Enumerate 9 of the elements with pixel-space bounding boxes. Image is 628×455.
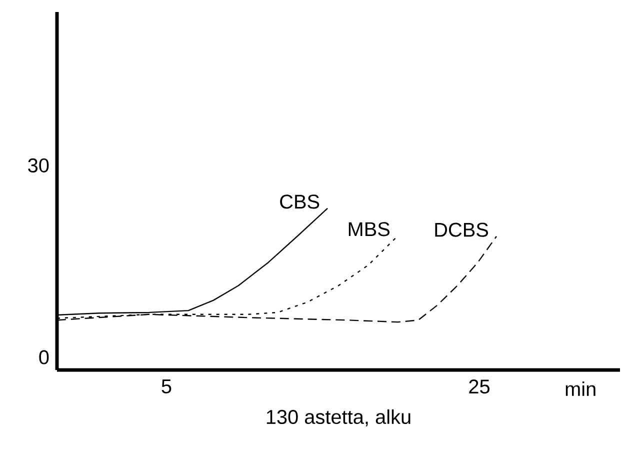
text: 130 astetta, alku bbox=[266, 409, 410, 426]
series-label: DCBS bbox=[435, 222, 488, 237]
series-label: MBS bbox=[348, 222, 390, 236]
y-tick-label: 30 bbox=[28, 158, 49, 172]
series-label: CBS bbox=[280, 194, 320, 209]
y-tick-label: 0 bbox=[39, 350, 49, 364]
x-axis-title: min bbox=[566, 381, 596, 396]
x-tick-label: 25 bbox=[469, 380, 490, 394]
x-tick-label: 5 bbox=[162, 380, 172, 394]
